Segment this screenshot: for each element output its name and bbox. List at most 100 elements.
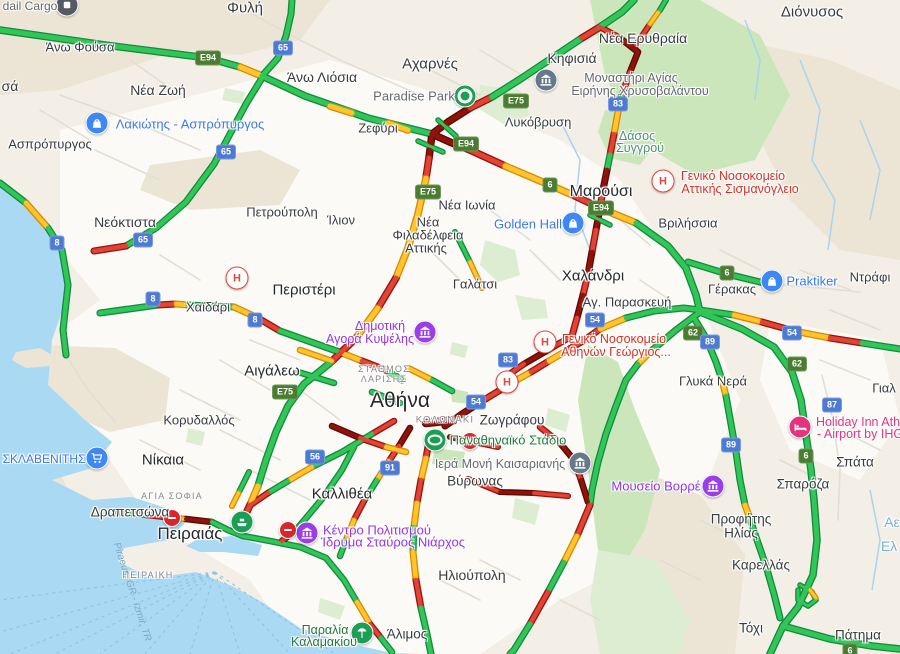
museum-icon[interactable] [295, 521, 319, 545]
closure-icon[interactable] [279, 521, 297, 539]
poi-label[interactable]: Μοναστήρι Αγίας [584, 71, 678, 85]
poi-label[interactable]: Αθηνών Γεώργιος... [561, 345, 671, 359]
hospital-icon[interactable]: H [495, 370, 519, 394]
park-area [512, 498, 540, 525]
donut-icon[interactable] [453, 84, 477, 108]
place-label: ΠΕΙΡΑΙΚΗ [122, 570, 174, 580]
poi-label[interactable]: Paradise Park [373, 88, 455, 104]
traffic-segment [588, 213, 612, 227]
traffic-segment [255, 360, 333, 489]
route-shield-8: 8 [49, 235, 65, 251]
beach-icon[interactable] [350, 621, 374, 645]
poi-label[interactable]: Ίδρυμα Σταύρος Νιάρχος [321, 534, 465, 550]
poi-label[interactable]: Ειρήνης Χρυσοβαλάντου [571, 84, 709, 98]
poi-label[interactable]: dail Cargo [2, 0, 58, 13]
cart-icon[interactable] [85, 446, 109, 470]
traffic-segment [184, 517, 214, 524]
route-shield-65: 65 [215, 144, 237, 160]
traffic-segment [324, 556, 359, 604]
street [339, 59, 421, 96]
traffic-segment [359, 358, 391, 374]
poi-label[interactable]: Γενικό Νοσοκομείο [680, 169, 786, 183]
poi-label[interactable]: Golden Hall [494, 216, 562, 232]
place-label: Ζωγράφου [479, 412, 545, 428]
poi-label[interactable]: Αγορά Κυψέλης [325, 332, 415, 346]
poi-label[interactable]: Παναθηναϊκό Στάδιο [449, 432, 567, 448]
traffic-segment [237, 64, 265, 79]
poi-label[interactable]: Αττικής Σισμανόγλειο [681, 182, 799, 196]
traffic-segment [375, 275, 399, 311]
museum-icon[interactable] [701, 474, 725, 498]
place-label: Ζεφύρι [358, 120, 398, 136]
traffic-segment [0, 27, 243, 70]
place-label: Νέα [416, 214, 440, 230]
hospital-icon[interactable]: H [225, 266, 249, 290]
traffic-segment [247, 483, 261, 508]
street [559, 599, 601, 621]
traffic-segment [436, 118, 458, 138]
poi-label[interactable]: - Airport by IHG [816, 427, 900, 441]
street [439, 579, 481, 601]
shop-icon[interactable] [85, 111, 109, 135]
shop-icon[interactable] [561, 211, 585, 235]
place-label: Διόνυσος [780, 3, 844, 21]
ferry-route-line [189, 571, 216, 654]
poi-label[interactable]: Γενικό Νοσοκομείο [561, 332, 667, 346]
hospital-icon[interactable]: H [533, 330, 557, 354]
island [12, 348, 54, 368]
poi-label[interactable]: Μουσείο Βορρέ [611, 478, 701, 494]
place-label: Νέα Ερυθραία [598, 30, 688, 46]
hospital-icon[interactable]: H [651, 169, 675, 193]
poi-label[interactable]: Λακιώτης - Ασπρόπυργος [115, 116, 265, 132]
traffic-segment [453, 230, 472, 264]
street [799, 269, 851, 291]
hotel-icon[interactable] [788, 415, 812, 439]
street [139, 439, 201, 471]
street [529, 249, 561, 281]
monastery-icon[interactable] [568, 451, 592, 475]
place-label: Σπαρόζα [776, 476, 830, 492]
traffic-segment [579, 478, 590, 504]
park-area [545, 408, 570, 432]
poi-label[interactable]: Ιερά Μονή Καισαριανής [434, 457, 566, 471]
poi-label[interactable]: Καλαμακίου [291, 635, 357, 649]
traffic-segment [327, 335, 359, 366]
poi-label[interactable]: Holiday Inn Ath [815, 415, 900, 429]
traffic-segment [604, 152, 613, 173]
traffic-segment [296, 370, 336, 385]
poi-label[interactable]: Praktiker [786, 273, 838, 289]
traffic-segment [598, 25, 622, 40]
traffic-segment [423, 155, 432, 181]
traffic-segment [238, 470, 251, 492]
museum-icon[interactable] [413, 320, 437, 344]
poi-label[interactable]: Δημοτική [354, 319, 406, 333]
cargo-icon[interactable] [55, 0, 79, 17]
shop-icon[interactable] [760, 269, 784, 293]
ferry-icon[interactable] [230, 510, 254, 534]
traffic-segment [429, 105, 473, 137]
poi-label[interactable]: Παραλία [301, 623, 349, 637]
traffic-segment [587, 361, 641, 508]
closure-icon[interactable] [163, 509, 181, 527]
street [719, 249, 761, 271]
place-label: Χαλάνδρι [561, 267, 625, 285]
park-glyph [457, 88, 473, 104]
route-shield-87: 87 [821, 397, 843, 413]
place-label: Πειραιάς [157, 524, 223, 543]
place-label: ΛΑΡΙΣΗΣ [360, 374, 408, 384]
poi-label[interactable]: ΣΚΛΑΒΕΝΙΤΗΣ [2, 452, 86, 466]
stadium-glyph [427, 434, 443, 446]
place-label: Σπάτα [836, 454, 874, 470]
stadium-icon[interactable] [423, 428, 447, 452]
closure-bar [168, 516, 176, 520]
place-label: Άλιμος [386, 626, 428, 642]
closure-icon[interactable] [461, 432, 479, 450]
place-label: Αθήνα [369, 389, 431, 412]
route-shield-91: 91 [379, 460, 401, 476]
traffic-segment [658, 0, 668, 12]
traffic-segment [780, 623, 900, 652]
monastery-icon[interactable] [534, 68, 558, 92]
poi-label[interactable]: Κέντρο Πολιτισμού [323, 522, 431, 538]
traffic-segment [489, 35, 585, 100]
